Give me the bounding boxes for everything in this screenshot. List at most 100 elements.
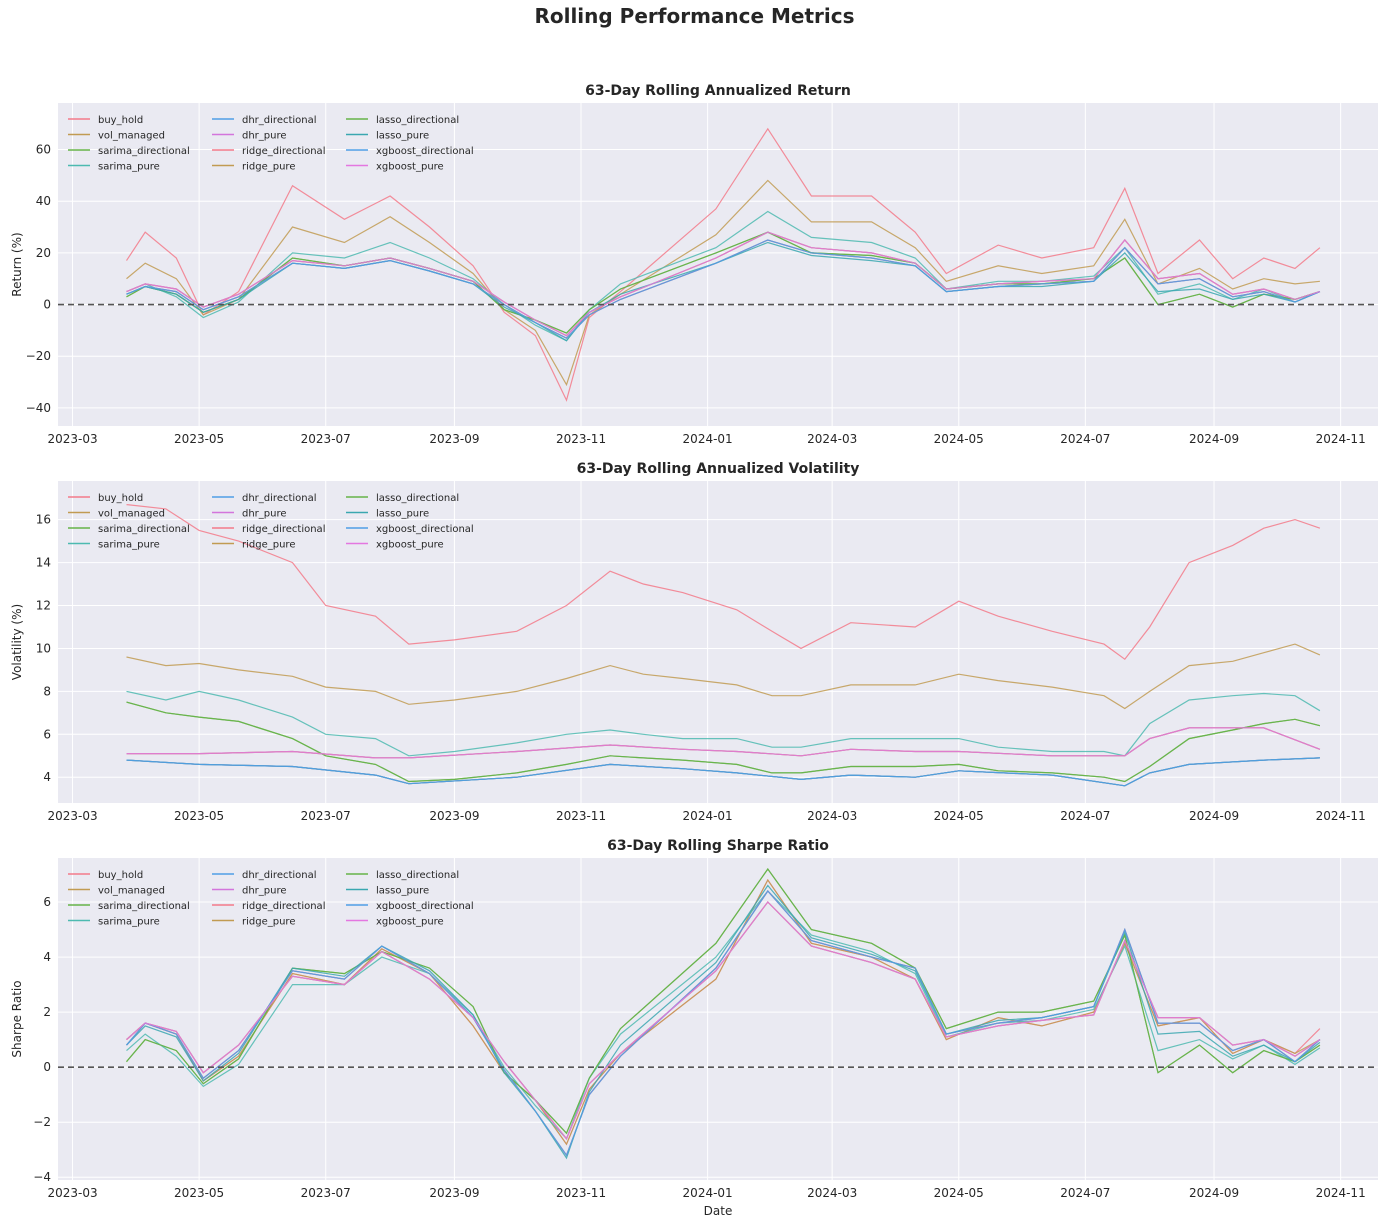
y-tick-label: 16 [36,513,51,527]
x-tick-label: 2023-09 [429,809,479,823]
legend-label-ridge_directional: ridge_directional [242,901,325,912]
x-tick-label: 2024-01 [683,1186,733,1200]
legend: buy_hold vol_managed sarima_directionalsar… [68,870,474,928]
series-line-xgboost_directional [126,757,1320,787]
x-tick-label: 2024-09 [1189,432,1239,446]
legend-label-dhr_directional: dhr_directional [242,115,317,126]
chart-panel-1: 2023-03 2023-05 2023-07 2023-09 2023-11 2024-… [10,83,1378,446]
legend: buy_hold vol_managed sarima_directionalsar… [68,115,474,173]
x-tick-label: 2024-11 [1316,432,1366,446]
legend-label-sarima_directional: sarima_directional [98,146,190,157]
plot-area [58,858,1378,1180]
chart-title: 63-Day Rolling Annualized Volatility [577,461,860,477]
x-tick-label: 2023-09 [429,1186,479,1200]
y-tick-label: 4 [43,950,51,964]
legend-label-vol_managed: vol_managed [98,886,165,897]
legend-label-dhr_directional: dhr_directional [242,493,317,504]
legend-label-dhr_pure: dhr_pure [242,886,287,897]
series-line-sarima_pure [126,890,1321,1140]
legend-label-vol_managed: vol_managed [98,131,165,142]
legend-label-ridge_pure: ridge_pure [242,917,295,928]
series-line-vol_managed [126,878,1321,1146]
series-line-xgboost_pure [126,231,1321,337]
legend-label-xgboost_pure: xgboost_pure [376,917,444,928]
series-lines [126,867,1321,1160]
series-line-buy_hold [125,127,1321,402]
x-tick-label: 2024-03 [807,432,857,446]
series-line-xgboost_directional [126,239,1321,339]
legend-label-sarima_directional: sarima_directional [98,901,190,912]
series-line-sarima_pure [126,210,1321,342]
series-lines [125,127,1321,402]
chart-panel-2: 2023-03 2023-05 2023-07 2023-09 2023-11 2024-… [10,461,1378,823]
y-tick-label: 6 [43,727,51,741]
y-tick-label: −2 [33,1115,51,1129]
legend-label-sarima_directional: sarima_directional [98,524,190,535]
y-axis-label: Volatility (%) [10,604,24,680]
plot-area [58,481,1378,803]
chart-title: 63-Day Rolling Annualized Return [585,83,851,99]
legend-label-sarima_pure: sarima_pure [98,917,160,928]
y-tick-label: 8 [43,684,51,698]
x-tick-label: 2024-07 [1060,809,1110,823]
legend-label-ridge_directional: ridge_directional [242,524,325,535]
legend-label-ridge_pure: ridge_pure [242,162,295,173]
series-lines [126,504,1321,787]
x-tick-label: 2023-05 [174,1186,224,1200]
x-tick-label: 2024-03 [807,809,857,823]
y-tick-label: 20 [36,246,51,260]
legend-label-lasso_pure: lasso_pure [376,886,429,897]
x-tick-label: 2024-01 [683,809,733,823]
legend-label-ridge_pure: ridge_pure [242,540,295,551]
y-tick-label: 12 [36,599,51,613]
x-tick-label: 2024-03 [807,1186,857,1200]
legend-label-lasso_pure: lasso_pure [376,509,429,520]
y-tick-label: 0 [43,1060,51,1074]
y-tick-label: −20 [26,349,51,363]
y-tick-label: 60 [36,143,51,157]
legend-label-lasso_directional: lasso_directional [376,493,459,504]
x-tick-label: 2023-03 [47,809,97,823]
y-axis-label: Return (%) [10,232,24,296]
x-tick-label: 2024-05 [934,432,984,446]
x-tick-label: 2024-11 [1316,809,1366,823]
chart-panel-3: 2023-03 2023-05 2023-07 2023-09 2023-11 2024-… [10,838,1378,1218]
legend-label-ridge_directional: ridge_directional [242,146,325,157]
legend-label-sarima_pure: sarima_pure [98,540,160,551]
x-tick-label: 2024-05 [934,809,984,823]
x-tick-label: 2023-07 [301,432,351,446]
legend-label-buy_hold: buy_hold [98,870,143,881]
series-line-lasso_directional [126,701,1321,783]
x-tick-label: 2024-09 [1189,809,1239,823]
y-tick-label: 4 [43,770,51,784]
x-tick-label: 2023-05 [174,432,224,446]
x-tick-label: 2024-07 [1060,432,1110,446]
legend-label-vol_managed: vol_managed [98,509,165,520]
x-tick-label: 2023-03 [47,1186,97,1200]
y-tick-label: 40 [36,194,51,208]
x-tick-label: 2024-09 [1189,1186,1239,1200]
legend-label-lasso_pure: lasso_pure [376,131,429,142]
legend-label-sarima_pure: sarima_pure [98,162,160,173]
series-line-xgboost_directional [126,890,1321,1157]
legend-label-dhr_pure: dhr_pure [242,509,287,520]
x-tick-label: 2023-11 [556,809,606,823]
x-axis-label: Date [704,1204,733,1218]
series-line-sarima_pure [126,690,1321,757]
series-line-vol_managed [126,643,1321,710]
legend-label-dhr_directional: dhr_directional [242,870,317,881]
x-tick-label: 2023-07 [301,1186,351,1200]
x-tick-label: 2023-11 [556,432,606,446]
x-tick-label: 2024-01 [683,432,733,446]
y-tick-label: 14 [36,556,51,570]
x-tick-label: 2023-03 [47,432,97,446]
y-axis-label: Sharpe Ratio [10,980,24,1057]
y-tick-label: 2 [43,1005,51,1019]
x-tick-label: 2023-05 [174,809,224,823]
y-tick-label: 10 [36,641,51,655]
series-line-xgboost_pure [126,727,1321,759]
legend-label-xgboost_pure: xgboost_pure [376,162,444,173]
series-line-buy_hold [126,504,1321,661]
x-tick-label: 2024-07 [1060,1186,1110,1200]
